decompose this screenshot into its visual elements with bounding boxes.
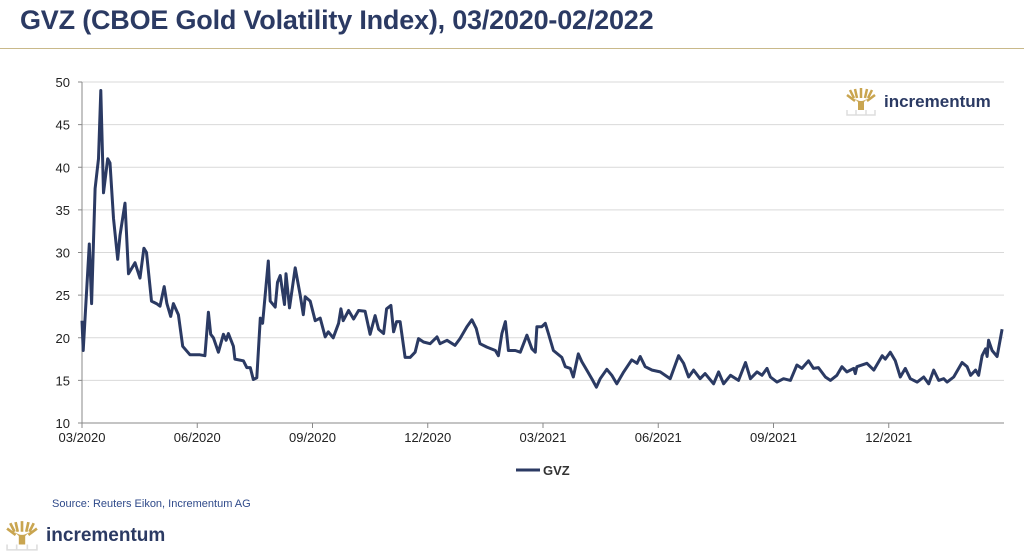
y-tick-label: 20 — [56, 331, 70, 346]
x-tick-label: 09/2021 — [750, 430, 797, 445]
y-tick-label: 45 — [56, 118, 70, 133]
y-tick-label: 30 — [56, 246, 70, 261]
y-tick-label: 35 — [56, 203, 70, 218]
x-tick-label: 12/2021 — [865, 430, 912, 445]
x-tick-label: 12/2020 — [404, 430, 451, 445]
tree-logo-icon — [6, 521, 38, 551]
y-tick-label: 50 — [56, 75, 70, 90]
x-tick-label: 03/2020 — [59, 430, 106, 445]
brand-logo-bottom: incrementum — [6, 521, 165, 551]
y-tick-label: 25 — [56, 288, 70, 303]
x-tick-label: 09/2020 — [289, 430, 336, 445]
x-tick-label: 06/2021 — [635, 430, 682, 445]
y-tick-label: 40 — [56, 160, 70, 175]
header-divider — [0, 48, 1024, 49]
brand-logo-top: incrementum — [846, 88, 991, 116]
legend-label-gvz: GVZ — [543, 463, 570, 478]
y-tick-label: 10 — [56, 416, 70, 431]
x-tick-label: 06/2020 — [174, 430, 221, 445]
series-line-gvz — [80, 89, 1004, 389]
legend: GVZ — [516, 463, 570, 478]
brand-name: incrementum — [884, 92, 991, 111]
brand-name: incrementum — [46, 525, 166, 546]
x-tick-label: 03/2021 — [520, 430, 567, 445]
y-tick-label: 15 — [56, 373, 70, 388]
page-title: GVZ (CBOE Gold Volatility Index), 03/202… — [20, 5, 654, 35]
tree-logo-icon — [846, 88, 876, 116]
source-note: Source: Reuters Eikon, Incrementum AG — [52, 498, 251, 510]
